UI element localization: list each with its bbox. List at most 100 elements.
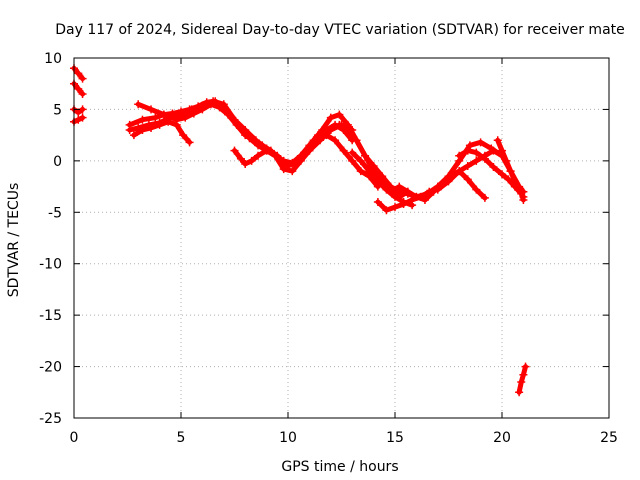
data-point — [185, 138, 194, 147]
data-point — [476, 138, 485, 147]
data-point — [517, 378, 526, 386]
data-point — [151, 113, 160, 122]
data-point — [138, 115, 147, 124]
data-point — [155, 120, 164, 129]
data-point — [399, 198, 408, 206]
data-point — [515, 185, 524, 194]
data-point — [74, 69, 83, 78]
data-point — [403, 187, 412, 196]
series-track-i — [230, 131, 382, 191]
data-point — [498, 170, 506, 179]
data-point — [369, 162, 378, 170]
data-point — [378, 172, 387, 181]
data-point — [219, 100, 228, 109]
data-point — [254, 151, 263, 160]
data-point — [361, 151, 370, 160]
series-track-a — [70, 64, 87, 83]
data-point — [335, 110, 344, 119]
data-point — [463, 162, 472, 170]
x-axis-label: GPS time / hours — [281, 459, 398, 475]
grid — [74, 58, 609, 418]
data-point — [326, 126, 335, 134]
data-point — [74, 115, 83, 124]
data-point — [224, 110, 233, 119]
x-tick-label: 20 — [493, 430, 511, 446]
data-point — [365, 167, 374, 176]
data-point — [179, 131, 188, 140]
data-point — [510, 177, 519, 186]
data-point — [159, 110, 168, 119]
data-point — [147, 105, 156, 114]
y-tick-label: 5 — [53, 102, 62, 118]
data-point — [356, 156, 365, 165]
data-point — [391, 192, 399, 201]
data-point — [472, 156, 481, 165]
data-point — [258, 141, 267, 150]
data-point — [318, 126, 327, 134]
y-tick-label: -10 — [39, 257, 62, 273]
data-point — [373, 198, 382, 206]
data-point — [412, 192, 421, 201]
data-point — [78, 90, 87, 98]
data-point — [489, 146, 498, 155]
data-point — [249, 136, 258, 145]
y-tick-label: -5 — [48, 205, 62, 221]
series-line — [516, 364, 528, 395]
series-track-p — [493, 136, 528, 201]
data-point — [309, 136, 318, 145]
series-group — [70, 64, 530, 397]
data-point — [279, 165, 288, 174]
data-point — [386, 187, 395, 196]
data-point — [343, 126, 352, 134]
x-tick-label: 5 — [177, 430, 186, 446]
data-point — [382, 185, 391, 194]
data-point — [420, 195, 429, 204]
y-tick-label: -15 — [39, 308, 62, 324]
data-point — [465, 141, 474, 150]
x-tick-label: 15 — [386, 430, 404, 446]
y-tick-label: -20 — [39, 360, 62, 376]
data-point — [463, 175, 472, 184]
series-track-m — [348, 148, 417, 210]
data-point — [463, 146, 472, 155]
series-line — [388, 168, 488, 203]
data-point — [125, 126, 134, 134]
data-point — [498, 146, 506, 155]
data-point — [519, 370, 528, 379]
data-point — [480, 154, 489, 163]
data-point — [515, 388, 524, 397]
data-point — [519, 192, 528, 201]
data-point — [472, 185, 481, 194]
data-point — [236, 154, 245, 163]
data-point — [296, 156, 305, 165]
data-point — [326, 113, 335, 122]
data-point — [232, 120, 241, 129]
y-tick-label: 0 — [53, 154, 62, 170]
data-point — [472, 148, 481, 157]
x-tick-label: 25 — [600, 430, 618, 446]
series-line — [349, 150, 415, 208]
data-point — [504, 175, 513, 184]
x-tick-label: 10 — [279, 430, 297, 446]
series-track-b — [70, 79, 87, 98]
data-point — [147, 123, 156, 132]
data-point — [408, 201, 417, 210]
series-track-c — [70, 105, 87, 117]
data-point — [348, 156, 357, 165]
data-point — [247, 156, 256, 165]
data-point — [395, 182, 404, 191]
data-point — [322, 131, 331, 140]
y-tick-label: -25 — [39, 411, 62, 427]
data-point — [215, 103, 224, 112]
data-point — [134, 100, 143, 109]
y-axis-label: SDTVAR / TECUs — [6, 183, 22, 298]
data-point — [438, 179, 447, 188]
data-point — [506, 167, 515, 176]
data-point — [241, 159, 250, 168]
data-point — [480, 193, 489, 202]
data-point — [164, 117, 173, 126]
data-point — [502, 156, 511, 165]
data-point — [129, 131, 138, 140]
data-point — [78, 113, 87, 122]
